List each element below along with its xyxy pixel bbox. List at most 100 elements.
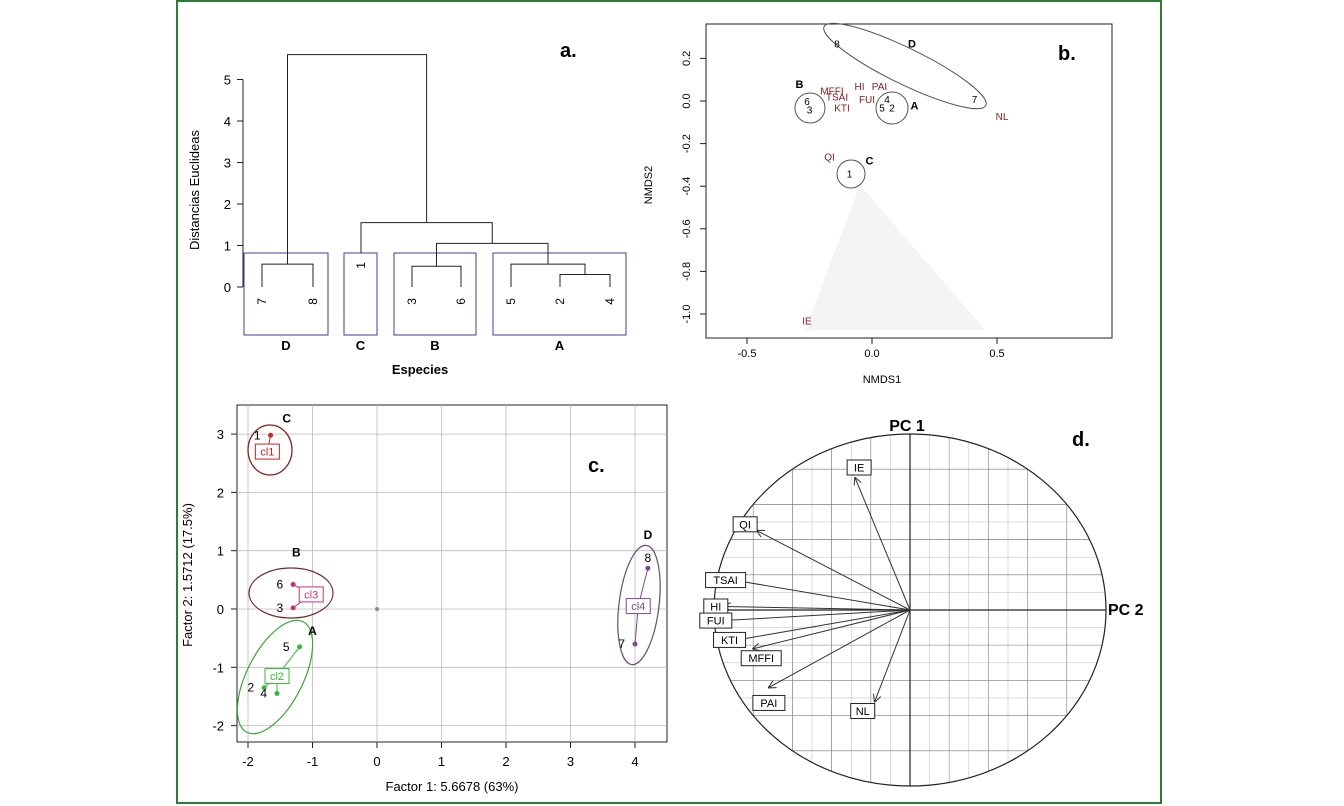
panel-a-xlabel: Especies [392,362,448,377]
panel-c-x-tick-label: -1 [307,754,319,769]
panel-b-group-label: B [796,79,804,91]
panel-b-x-tick-label: -0.5 [738,348,757,360]
panel-a-leaf-label: 7 [255,298,269,305]
panel-a-tick-label: 1 [224,239,231,254]
panel-b-site-label: 7 [972,95,978,106]
panel-c-point [645,565,651,571]
panel-b-axes: -0.5 0.0 0.5 0.2 0.0 -0.2 -0.4 -0.6 -0.8 -1.0 [681,51,1005,360]
panel-c-group-label: C [282,411,291,425]
panel-b-site-label: 8 [834,39,840,50]
panel-b-y-tick-label: -0.8 [681,262,693,281]
panel-b-x-tick-label: 0.5 [989,348,1004,360]
panel-d-vector-box [740,650,782,667]
panel-a-group-label: B [430,338,439,353]
panel-d-vector [734,580,911,611]
panel-a-ylabel: Distancias Euclideas [187,130,202,250]
panel-c-ellipse-b [248,567,334,619]
panel-c-ellipse-d [617,544,661,666]
panel-d-vector-label: QI [739,519,751,531]
panel-b-site-label: 6 [804,97,810,108]
panel-b-ylabel: NMDS2 [643,166,655,205]
panel-b-variable-label: QI [824,152,835,163]
panel-c-plot-frame [236,404,668,743]
panel-c-x-tick-label: -2 [242,754,254,769]
panel-c-point-label: 2 [247,681,254,695]
panel-b-site-label: 5 [879,103,885,114]
panel-b-y-tick-label: -0.4 [681,177,693,196]
panel-d-vector [724,606,911,610]
panel-b-y-tick-label: -0.6 [681,219,693,238]
panel-b-nmds: b. NMDS1 NMDS2 -0.5 0.0 0.50.20.0-0.2-0.4-… [643,22,1113,386]
panel-b-y-tick-label: -1.0 [681,305,693,324]
panel-b-y-tick-label: -0.2 [681,134,693,153]
panel-d-vector-label: FUI [707,616,725,628]
panel-d-vector [769,609,911,687]
panel-d-vector-box [705,572,747,589]
panel-d-vector [753,609,911,649]
panel-d-grid [713,433,1107,787]
panel-c-cluster-label: cl3 [304,589,318,601]
panel-a-tick-label: 5 [224,73,231,88]
panel-b-variable-label: TSAI [826,93,848,104]
panel-c-point [261,685,267,691]
panel-d-vector-box [752,694,786,711]
panel-b-ellipse-d [823,22,987,110]
panel-c-xlabel: Factor 1: 5.6678 (63%) [386,779,519,794]
panel-c-point-label: 4 [260,687,267,701]
panel-c-x-tick-label: 0 [373,754,380,769]
panel-b-site-label: 2 [889,103,895,114]
panel-d-vector [724,609,911,621]
panel-c-points: 1 6 3 5 2 4 8 7 cl1 cl2 cl3 cl4 C B A D [247,411,652,700]
panel-a-label: a. [560,40,577,62]
panel-d-vectors: IE QI TSAI HI FUI KTI MFFI PAI NL [699,459,911,720]
panel-d-vector-label: TSAI [713,575,737,587]
panel-c-point [268,432,274,438]
panel-b-site-label: 4 [884,95,890,106]
panel-a-leaf-label: 1 [354,262,368,269]
panel-c-group-label: A [308,624,317,638]
panel-c-point [290,605,296,611]
panel-a-tick-label: 3 [224,156,231,171]
panel-d-biplot: d. PC 1 PC 2 IE QI TSAI HI FUI KTI MFFI PAI NL [699,418,1144,787]
panel-c-point [290,582,296,588]
panel-d-vector [875,609,911,702]
panel-a-group-label: C [356,338,366,353]
panel-b-variable-label: HI [855,82,865,93]
panel-b-variable-label: PAI [872,82,887,93]
panel-a-leaf-label: 5 [504,298,518,305]
panel-c-cluster-box [625,598,651,615]
panel-d-vector-label: MFFI [748,653,774,665]
panel-b-y-tick-label: 0.2 [681,51,693,66]
panel-c-y-tick-label: 0 [217,602,224,617]
panel-d-vector-box [846,459,872,476]
panel-c-point-label: 1 [254,428,261,442]
panel-a-cluster-box [492,252,627,336]
panel-d-vector-label: NL [856,706,870,718]
panel-b-circle-c [836,159,866,189]
panel-b-variable-label: KTI [834,103,850,114]
panel-c-point-label: 3 [276,601,283,615]
panel-c-ellipses [236,424,661,735]
panel-c-x-tick-label: 4 [631,754,638,769]
panel-b-y-tick-label: 0.0 [681,93,693,108]
panel-c-ylabel: Factor 2: 1.5712 (17.5%) [180,503,195,647]
panel-c-point [632,641,638,647]
panel-c-x-tick-label: 2 [502,754,509,769]
panel-b-xlabel: NMDS1 [863,374,902,386]
panel-c-group-label: B [292,546,301,560]
panel-c-point-label: 7 [618,637,625,651]
panel-d-vector-box [732,516,758,533]
panel-b-variable-label: MFFI [820,86,843,97]
panel-d-label: d. [1072,429,1090,451]
panel-a-branch [261,263,314,287]
panel-a-group-label: A [555,338,565,353]
panel-b-label: b. [1058,43,1076,65]
panel-a-tick-label: 0 [224,280,231,295]
panel-c-cluster-label: cl2 [270,671,284,683]
panel-a-group-label: D [281,338,290,353]
panel-c-y-tick-label: -1 [212,660,224,675]
panel-a-cluster-box [393,252,477,336]
panel-b-site-label: 3 [807,106,813,117]
panel-b-group-outlines [794,22,987,189]
